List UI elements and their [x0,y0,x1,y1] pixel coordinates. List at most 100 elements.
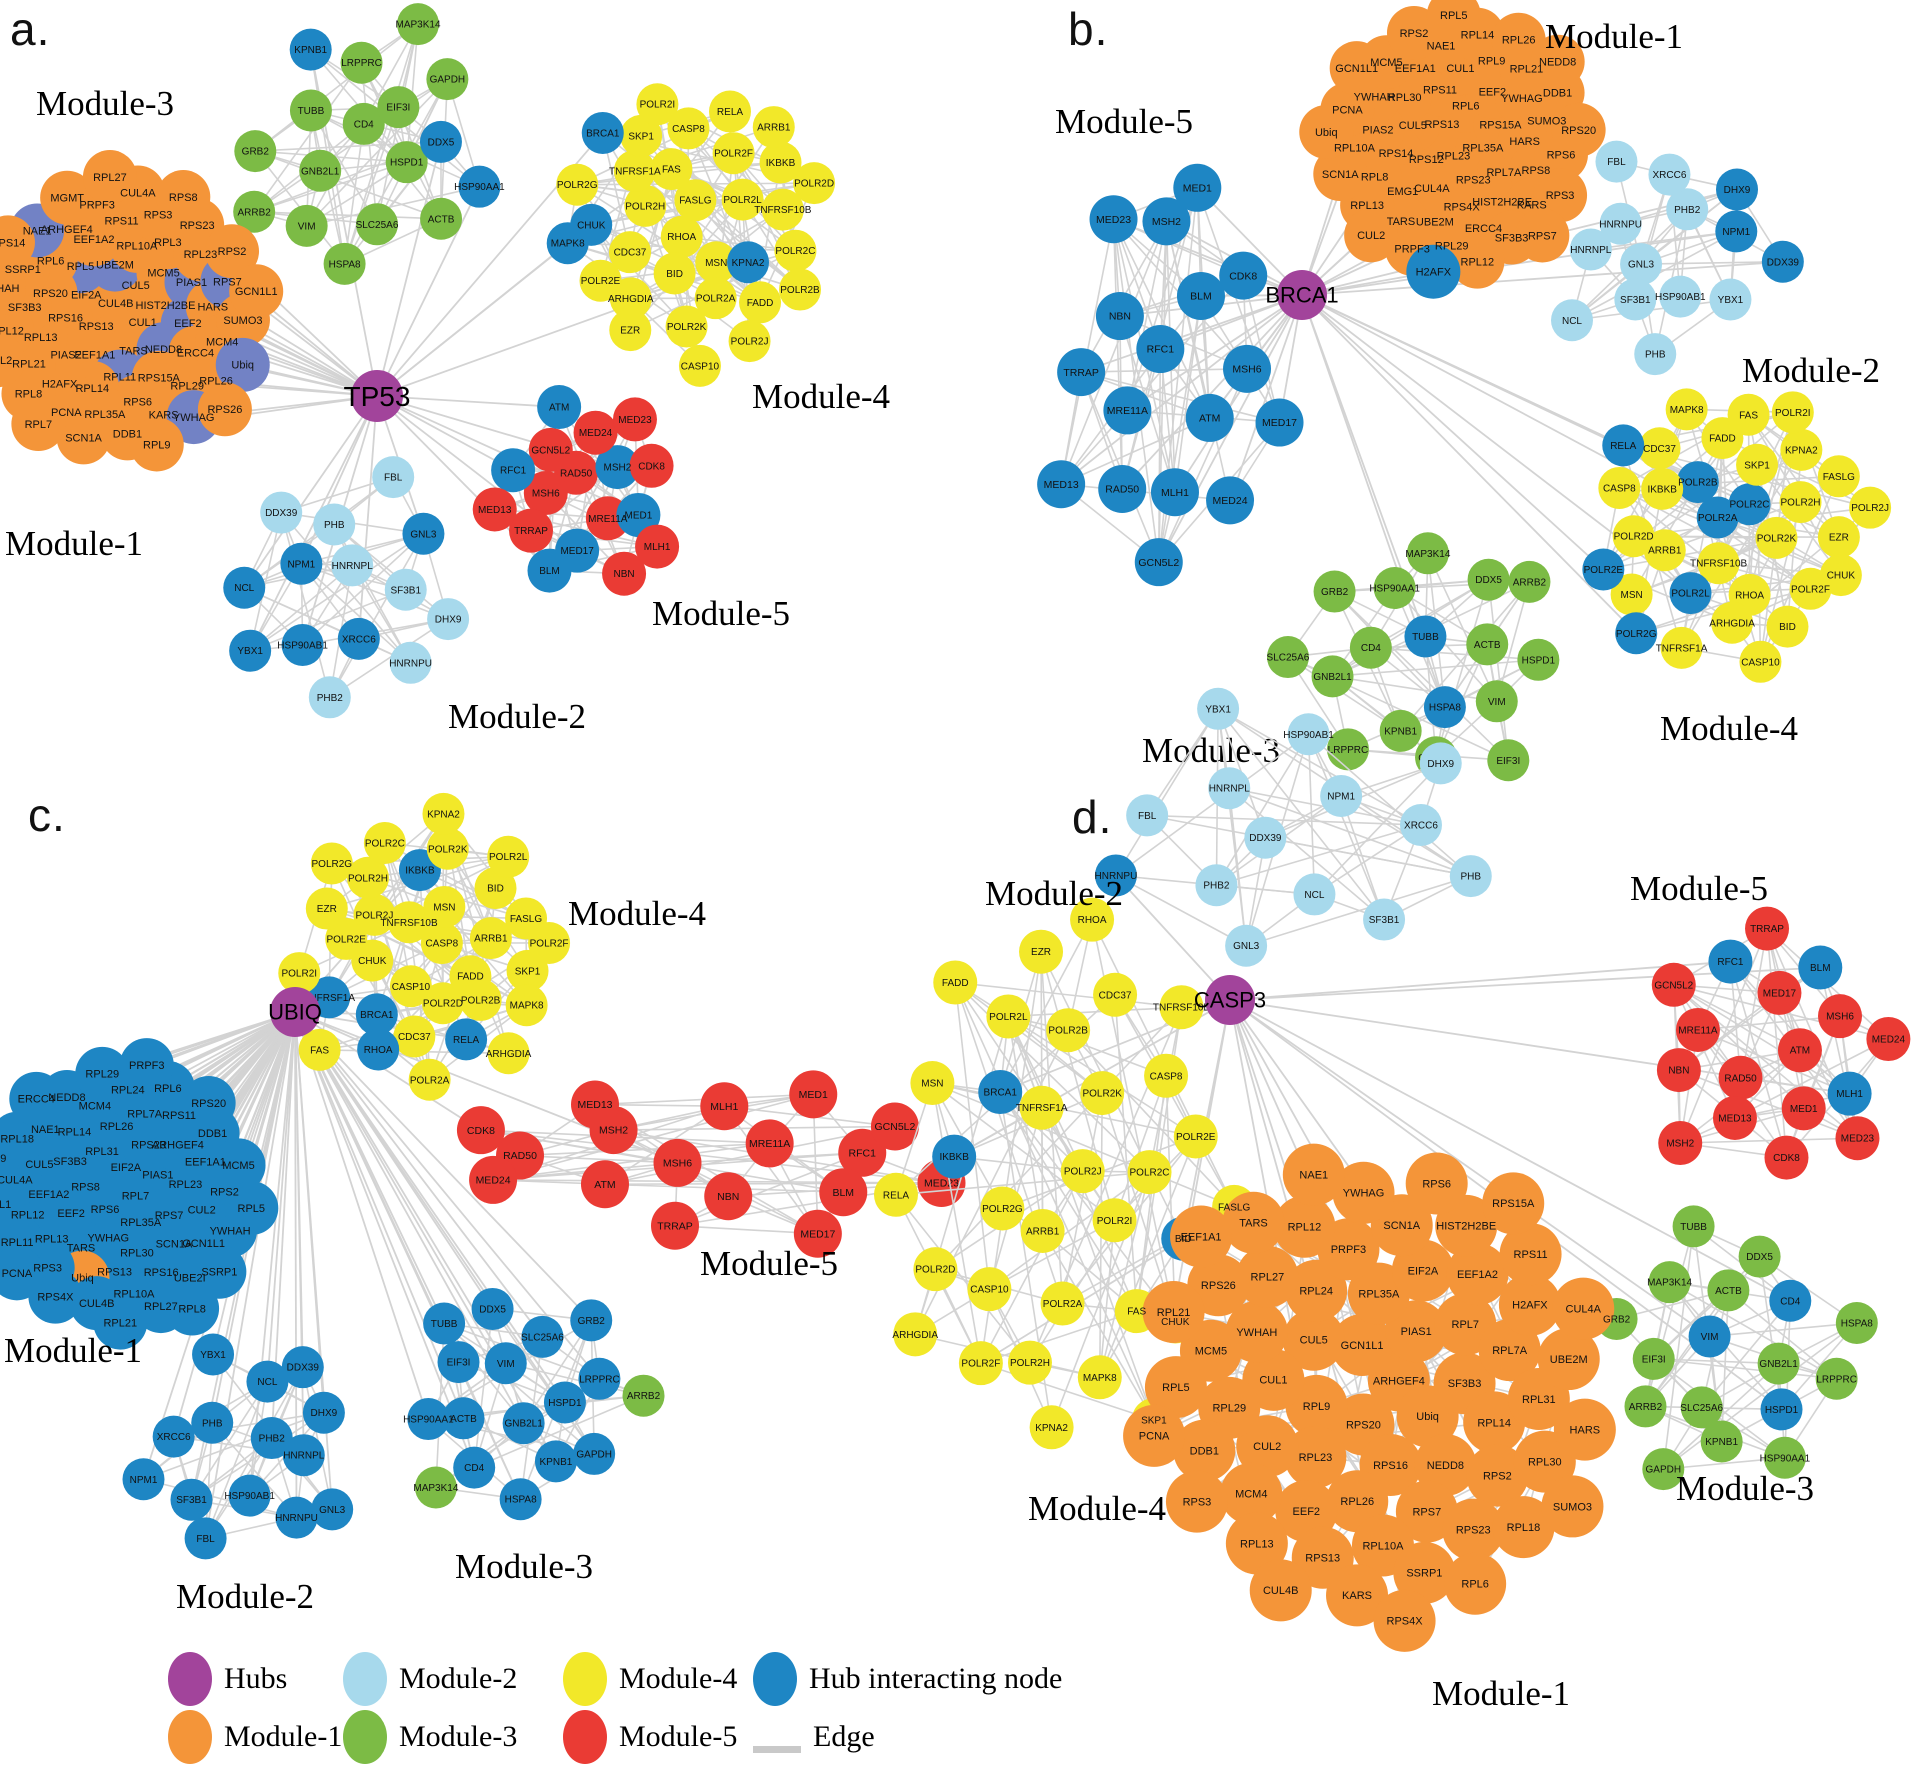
edge [1340,795,1385,920]
node-CUL5 [1282,1308,1345,1371]
edge [1147,814,1422,826]
node-DDX5 [1738,1235,1781,1278]
legend-label: Hub interacting node [809,1662,1063,1695]
edge [1747,414,1840,538]
node-LRPPRC [1815,1357,1858,1400]
edge [519,1154,678,1164]
node-EZR [1019,929,1064,974]
node-CDC37 [393,1015,436,1058]
node-TNFRSF10B [1159,985,1204,1030]
node-SUMO3 [1541,1475,1604,1538]
node-MED17 [1757,970,1802,1015]
edge [1332,659,1539,678]
module-label-module-4: Module-4 [568,894,706,933]
node-TNFRSF10B [388,901,431,944]
edge [1061,1092,1103,1304]
node-EZR [305,887,348,930]
legend-label: Module-1 [224,1720,343,1753]
node-SLC25A6 [355,203,398,246]
node-POLR2B [1046,1008,1091,1053]
node-MED24 [1206,476,1255,525]
node-RPL8 [165,1281,220,1336]
node-RPL9 [129,417,184,472]
node-HNRNPL [1208,767,1251,810]
edge [1673,984,1801,1051]
node-NPM1 [122,1458,165,1501]
node-MED23 [1089,195,1138,244]
node-MSH6 [653,1138,702,1187]
node-POLR2C [1127,1150,1172,1195]
node-HARS [1553,1398,1616,1461]
node-TNFRSF10B [1697,542,1740,585]
node-POLR2C [774,229,817,272]
node-RHOA [1070,897,1115,942]
node-RPL5 [1144,1356,1207,1419]
edge [558,406,625,575]
node-POLR2A [408,1058,451,1101]
node-MLH1 [1150,468,1199,517]
node-NCL [246,1360,289,1403]
hub-edge [294,1011,304,1368]
node-GCN1L1 [229,264,284,319]
node-RHOA [357,1028,400,1071]
hub-edge [266,1011,296,1382]
edge [931,1082,982,1364]
node-BRCA1 [978,1069,1023,1114]
node-KARS [1326,1564,1389,1627]
node-FADD [933,960,978,1005]
node-VIM [285,204,328,247]
node-XRCC6 [1399,804,1442,847]
node-HSP90AB1 [228,1474,271,1517]
edge [1115,874,1247,947]
node-MRE11A [1675,1007,1720,1052]
node-CUL4B [1249,1559,1312,1622]
node-MED13 [1712,1095,1757,1140]
node-GCN5L2 [1134,538,1183,587]
legend-label: Module-5 [619,1720,738,1753]
edge [1112,219,1124,490]
node-GAPDH [426,58,469,101]
node-KPNA2 [1029,1405,1074,1450]
node-PIAS1 [1385,1300,1448,1363]
edge [1165,221,1231,501]
node-MAP3K14 [414,1466,457,1509]
node-XRCC6 [337,617,380,660]
node-SCN1A [56,410,111,465]
node-MGMT [40,170,95,225]
node-RPS3 [1533,168,1588,223]
node-Ubiq [1299,104,1354,159]
node-MLH1 [700,1082,749,1131]
hub-edge [357,395,378,639]
node-POLR2E [1173,1114,1218,1159]
node-POLR2I [636,83,679,126]
node-KPNB1 [1379,709,1422,752]
node-POLR2L [1669,572,1712,615]
hub-edge [204,1011,296,1539]
edge [1060,221,1168,485]
node-RELA [1602,424,1645,467]
node-HSPD1 [1517,638,1560,681]
node-HSP90AA1 [458,165,501,208]
edge [915,1333,1100,1379]
node-MAP3K14 [1406,532,1449,575]
node-MED13 [571,1080,620,1129]
nodes-layer [873,687,1911,1652]
node-VIM [1475,680,1518,723]
node-DDX39 [1244,816,1287,859]
node-GRB2 [570,1299,613,1342]
node-RPS26 [197,382,252,437]
node-DHX9 [302,1391,345,1434]
node-RPS26 [1187,1254,1250,1317]
node-MED24 [573,410,618,455]
node-YBX1 [1197,687,1240,730]
hub-edge [248,1011,296,1496]
node-RELA [873,1172,918,1217]
edge [310,110,378,225]
node-RPL5 [224,1181,279,1236]
edge [988,1171,1151,1290]
node-ERCC4 [9,1071,64,1126]
node-HSPA8 [323,242,366,285]
edge [255,150,442,220]
module5-swatch-icon [563,1710,607,1764]
